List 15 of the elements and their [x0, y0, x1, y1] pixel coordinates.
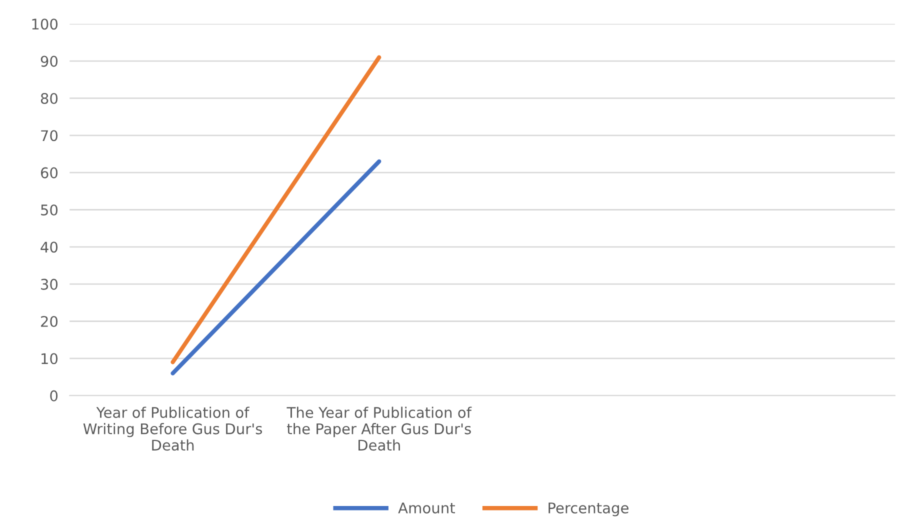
- y-tick-label: 30: [41, 278, 58, 290]
- y-tick-label: 40: [40, 242, 58, 253]
- y-tick-label: 60: [40, 167, 58, 178]
- y-tick-label: 20: [41, 316, 58, 328]
- x-tick-label: Year of Publication of Writing Before Gus Dur's Death: [83, 406, 262, 451]
- legend-label: Percentage: [548, 502, 628, 516]
- y-tick-label: 100: [32, 18, 58, 30]
- y-tick-label: 80: [40, 92, 58, 104]
- y-tick-label: 50: [41, 204, 58, 216]
- legend-label: Amount: [398, 502, 455, 514]
- y-tick-label: 70: [41, 130, 58, 142]
- y-tick-label: 90: [40, 56, 58, 67]
- x-tick-label: The Year of Publication of the Paper After Gus Dur's Death: [286, 406, 472, 451]
- y-tick-label: 10: [42, 353, 58, 364]
- y-tick-label: 0: [50, 390, 58, 402]
